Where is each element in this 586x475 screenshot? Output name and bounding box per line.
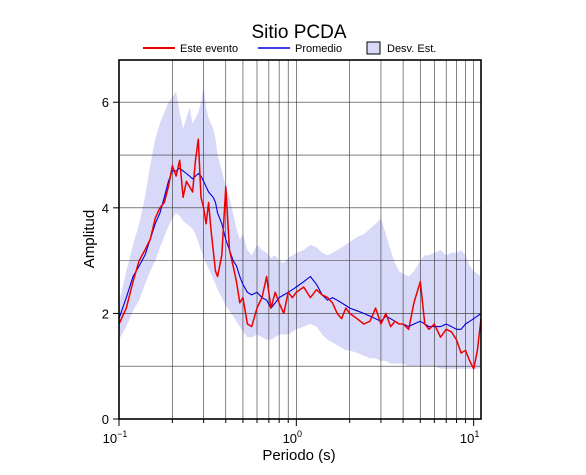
x-axis-label: Periodo (s) bbox=[262, 447, 335, 464]
y-axis-label: Amplitud bbox=[81, 210, 98, 268]
x-tick-label: 100 bbox=[283, 429, 302, 446]
y-tick-label: 2 bbox=[102, 306, 109, 321]
legend-event-label: Este evento bbox=[180, 43, 238, 55]
plot-area: 0 2 4 6 10−1 100 101 bbox=[102, 59, 482, 446]
legend: Este evento Promedio Desv. Est. bbox=[143, 41, 436, 55]
legend-std-label: Desv. Est. bbox=[387, 43, 436, 55]
plot-frame bbox=[118, 59, 482, 420]
event-series-line bbox=[119, 138, 481, 370]
y-tick-label: 0 bbox=[102, 412, 109, 427]
legend-std-swatch bbox=[366, 41, 381, 55]
chart-title: Sitio PCDA bbox=[251, 22, 346, 43]
x-tick-label: 101 bbox=[460, 429, 479, 446]
y-tick-label: 4 bbox=[102, 201, 109, 216]
std-band bbox=[119, 86, 481, 369]
x-tick-label: 10−1 bbox=[103, 429, 128, 446]
mean-series-line bbox=[119, 167, 481, 330]
y-tick-label: 6 bbox=[102, 95, 109, 110]
legend-mean-label: Promedio bbox=[295, 43, 342, 55]
